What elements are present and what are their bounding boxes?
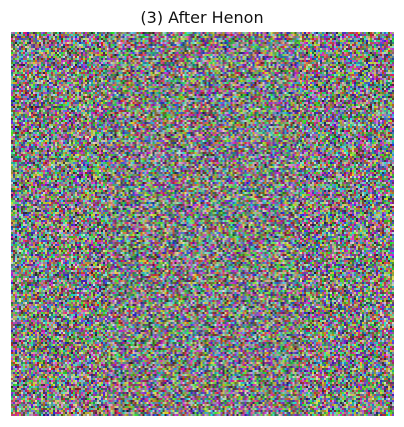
scrambled-image — [11, 32, 394, 416]
image-frame — [11, 32, 394, 416]
figure-title: (3) After Henon — [140, 8, 264, 27]
